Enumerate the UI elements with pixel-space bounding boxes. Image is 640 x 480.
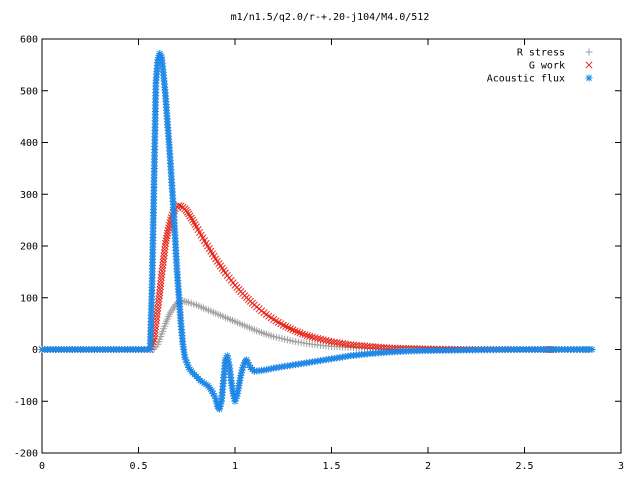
data-point <box>188 216 197 224</box>
series-r-stress <box>38 297 596 353</box>
data-point <box>158 270 166 279</box>
data-point <box>153 310 161 318</box>
y-tick-label: 200 <box>20 242 38 253</box>
data-point <box>341 340 349 348</box>
data-point <box>347 341 355 349</box>
data-point <box>291 327 299 335</box>
data-point <box>350 341 358 349</box>
data-point <box>161 242 169 251</box>
legend-marker <box>585 48 593 56</box>
data-point <box>314 334 322 342</box>
x-tick-label: 2.5 <box>515 461 533 472</box>
data-point <box>322 336 330 344</box>
data-point <box>311 334 319 342</box>
x-tick-label: 1.5 <box>322 461 340 472</box>
data-point <box>361 342 369 350</box>
data-point <box>183 298 191 306</box>
data-point <box>352 341 360 349</box>
data-point <box>289 326 297 334</box>
data-point <box>325 337 333 345</box>
series-acoustic-flux <box>38 49 596 413</box>
data-point <box>185 210 193 218</box>
data-point <box>355 341 363 350</box>
data-point <box>190 218 198 226</box>
data-point <box>155 295 163 303</box>
data-point <box>159 258 167 266</box>
data-point <box>333 339 341 347</box>
y-tick-label: 600 <box>20 35 38 46</box>
plot-frame <box>41 38 622 454</box>
data-point <box>186 212 194 220</box>
y-tick-label: 0 <box>32 345 38 356</box>
data-point <box>160 249 168 257</box>
data-point <box>154 301 162 309</box>
data-point <box>157 276 165 285</box>
data-point <box>358 342 366 350</box>
y-tick-label: -200 <box>14 449 38 460</box>
data-point <box>156 286 164 294</box>
y-tick-label: 400 <box>20 138 38 149</box>
data-point <box>336 339 344 347</box>
data-point <box>153 307 161 315</box>
x-tick-label: 0 <box>39 461 45 472</box>
data-point <box>155 292 163 300</box>
data-marks <box>38 49 596 413</box>
x-tick-label: 3 <box>618 461 624 472</box>
axes: 0 0.5 1 1.5 2 2.5 3 -200 -100 0 100 200 300 400 500 600 <box>14 35 624 473</box>
data-point <box>369 343 377 351</box>
data-point <box>157 279 165 288</box>
data-point <box>165 224 173 232</box>
legend-label: R stress <box>517 48 565 59</box>
data-point <box>156 289 164 297</box>
data-point <box>374 343 382 351</box>
data-point <box>160 252 168 260</box>
legend-label: G work <box>529 61 565 72</box>
series-g-work <box>38 202 558 354</box>
data-point <box>160 255 168 263</box>
data-point <box>330 338 338 346</box>
data-point <box>296 329 304 337</box>
legend-label: Acoustic flux <box>487 74 565 85</box>
data-point <box>327 338 336 346</box>
data-point <box>377 343 385 351</box>
legend: R stress G work Acoustic flux <box>487 48 593 85</box>
y-tick-label: 300 <box>20 190 38 201</box>
data-point <box>164 226 172 235</box>
legend-marker <box>585 61 593 69</box>
x-tick-label: 1 <box>232 461 238 472</box>
data-point <box>588 346 596 353</box>
legend-marker <box>585 74 593 82</box>
data-point <box>187 214 195 222</box>
y-tick-label: -100 <box>14 397 38 408</box>
data-point <box>380 343 388 352</box>
data-point <box>301 331 309 339</box>
data-point <box>156 282 164 291</box>
data-point <box>157 273 165 282</box>
data-point <box>338 339 347 348</box>
data-point <box>316 335 325 343</box>
data-point <box>155 298 163 306</box>
data-point <box>163 229 172 237</box>
data-point <box>294 328 302 336</box>
data-point <box>154 304 162 312</box>
data-point <box>303 331 311 340</box>
data-point <box>159 261 167 269</box>
data-point <box>372 343 380 351</box>
data-point <box>191 221 199 229</box>
y-tick-label: 500 <box>20 86 38 97</box>
data-point <box>319 336 327 344</box>
data-point <box>158 264 166 272</box>
x-tick-label: 0.5 <box>129 461 147 472</box>
data-point <box>366 342 374 350</box>
data-point <box>306 332 314 340</box>
data-point <box>308 333 316 341</box>
x-tick-label: 2 <box>425 461 431 472</box>
y-tick-label: 100 <box>20 293 38 304</box>
data-point <box>363 342 371 350</box>
data-point <box>161 246 169 254</box>
data-point <box>158 267 166 275</box>
data-point <box>298 330 307 338</box>
chart-title: m1/n1.5/q2.0/r-+.20-j104/M4.0/512 <box>231 12 430 23</box>
